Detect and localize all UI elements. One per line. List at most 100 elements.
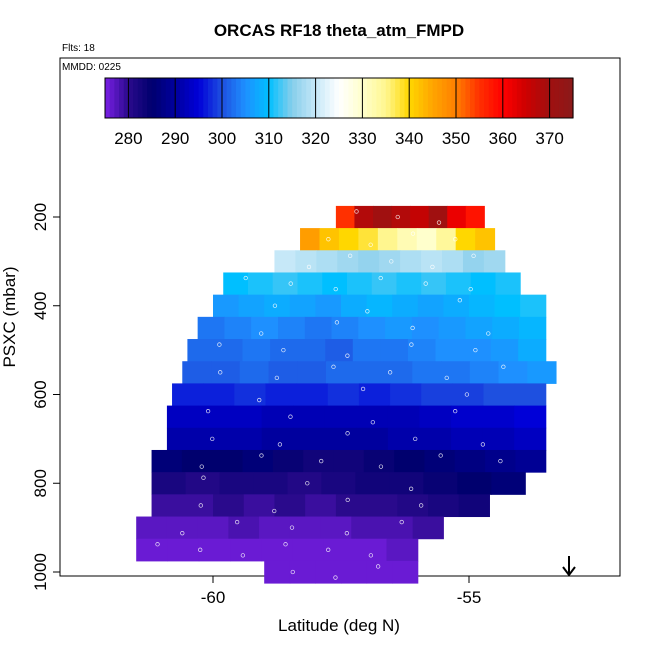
heatmap-cell	[391, 205, 411, 229]
heatmap-cell	[287, 472, 322, 495]
colorbar-segment	[123, 78, 129, 118]
track-marker	[288, 414, 293, 419]
colorbar-segment	[376, 78, 382, 118]
axes: -60 -55 200 400 600 800 1000	[31, 203, 481, 607]
heatmap-cell	[151, 449, 183, 473]
heatmap-cell	[451, 405, 484, 429]
colorbar-segment	[287, 78, 293, 118]
colorbar-segment	[259, 78, 265, 118]
heatmap-cell	[335, 494, 368, 518]
colorbar-segment	[296, 78, 303, 118]
heatmap-cell	[346, 272, 373, 296]
heatmap-cell	[356, 405, 389, 429]
colorbar-segment	[540, 78, 546, 118]
colorbar-segment	[133, 78, 139, 118]
colorbar-segment	[222, 78, 228, 118]
heatmap-cell	[270, 339, 299, 362]
track-marker	[198, 547, 203, 552]
track-marker	[501, 364, 506, 369]
heatmap-cell	[230, 427, 263, 451]
heatmap-cell	[224, 316, 252, 340]
heatmap-cell	[197, 516, 229, 540]
heatmap-cell	[392, 560, 419, 584]
track-marker	[354, 209, 359, 214]
heatmap-cell	[494, 294, 521, 318]
heatmap-cell	[469, 294, 496, 318]
track-marker	[198, 503, 203, 508]
heatmap-cell	[242, 339, 271, 362]
colorbar-segment	[343, 78, 349, 118]
track-marker	[345, 353, 350, 358]
heatmap-cell	[454, 449, 486, 473]
colorbar-segment	[339, 78, 345, 118]
heatmap-cell	[172, 383, 204, 407]
heatmap-cell	[379, 250, 401, 273]
colorbar-tick-label: 360	[489, 129, 517, 148]
colorbar-segment	[278, 78, 284, 118]
colorbar-segment	[189, 78, 195, 118]
colorbar-segment	[390, 78, 396, 118]
colorbar-segment	[310, 78, 317, 118]
heatmap-cell	[326, 361, 356, 384]
heatmap-cell	[272, 449, 304, 473]
heatmap-cell	[458, 494, 490, 518]
colorbar-segment	[334, 78, 340, 118]
heatmap-cell	[421, 250, 443, 273]
heatmap-cell	[354, 361, 385, 384]
heatmap-cell	[490, 339, 519, 362]
heatmap-cell	[394, 449, 425, 473]
heatmap-cell	[228, 516, 260, 540]
colorbar-segment	[399, 78, 406, 118]
colorbar-segment	[212, 78, 218, 118]
track-marker	[155, 542, 160, 547]
heatmap-cell	[441, 361, 471, 384]
heatmap-cell	[181, 449, 213, 473]
heatmap-cell	[327, 383, 360, 407]
heatmap-cell	[198, 427, 231, 451]
colorbar-segment	[109, 78, 115, 118]
track-marker	[259, 331, 264, 336]
heatmap-cell	[230, 405, 263, 429]
heatmap-cell	[518, 339, 547, 362]
heatmap-cell	[436, 228, 457, 251]
colorbar-segment	[371, 78, 378, 118]
colorbar-segment	[170, 78, 176, 118]
colorbar-segment	[465, 78, 471, 118]
heatmap-cell	[495, 272, 521, 296]
track-marker	[360, 386, 366, 392]
heatmap-cell	[417, 294, 444, 318]
heatmap-cell	[289, 516, 322, 540]
heatmap-cell	[151, 494, 183, 518]
track-marker	[410, 325, 415, 331]
heatmap-cell	[373, 205, 393, 229]
colorbar-segment	[292, 78, 298, 118]
colorbar-segment	[423, 78, 429, 118]
heatmap-cell	[187, 339, 216, 362]
heatmap-cell	[457, 472, 492, 495]
heatmap-cell	[358, 316, 386, 340]
colorbar-segment	[226, 78, 232, 118]
colorbar-segment	[324, 78, 331, 118]
colorbar-segment	[329, 78, 335, 118]
track-marker	[305, 481, 310, 486]
track-marker	[180, 531, 185, 536]
heatmap-cell	[397, 494, 429, 518]
colorbar-segment	[353, 78, 359, 118]
track-marker	[486, 331, 491, 336]
colorbar-segment	[184, 78, 190, 118]
colorbar-segment	[250, 78, 256, 118]
heatmap-cell	[386, 538, 419, 562]
track-marker	[243, 275, 248, 281]
colorbar-segment	[498, 78, 504, 118]
heatmap-cell	[514, 383, 547, 407]
heatmap-cell	[234, 383, 266, 407]
heatmap-cell	[527, 361, 557, 384]
colorbar-segment	[217, 78, 223, 118]
track-marker	[218, 370, 223, 375]
heatmap-cell	[416, 228, 437, 251]
heatmap-cell	[514, 405, 547, 429]
heatmap-cell	[230, 538, 262, 562]
track-marker	[378, 464, 384, 469]
track-marker	[288, 281, 293, 286]
